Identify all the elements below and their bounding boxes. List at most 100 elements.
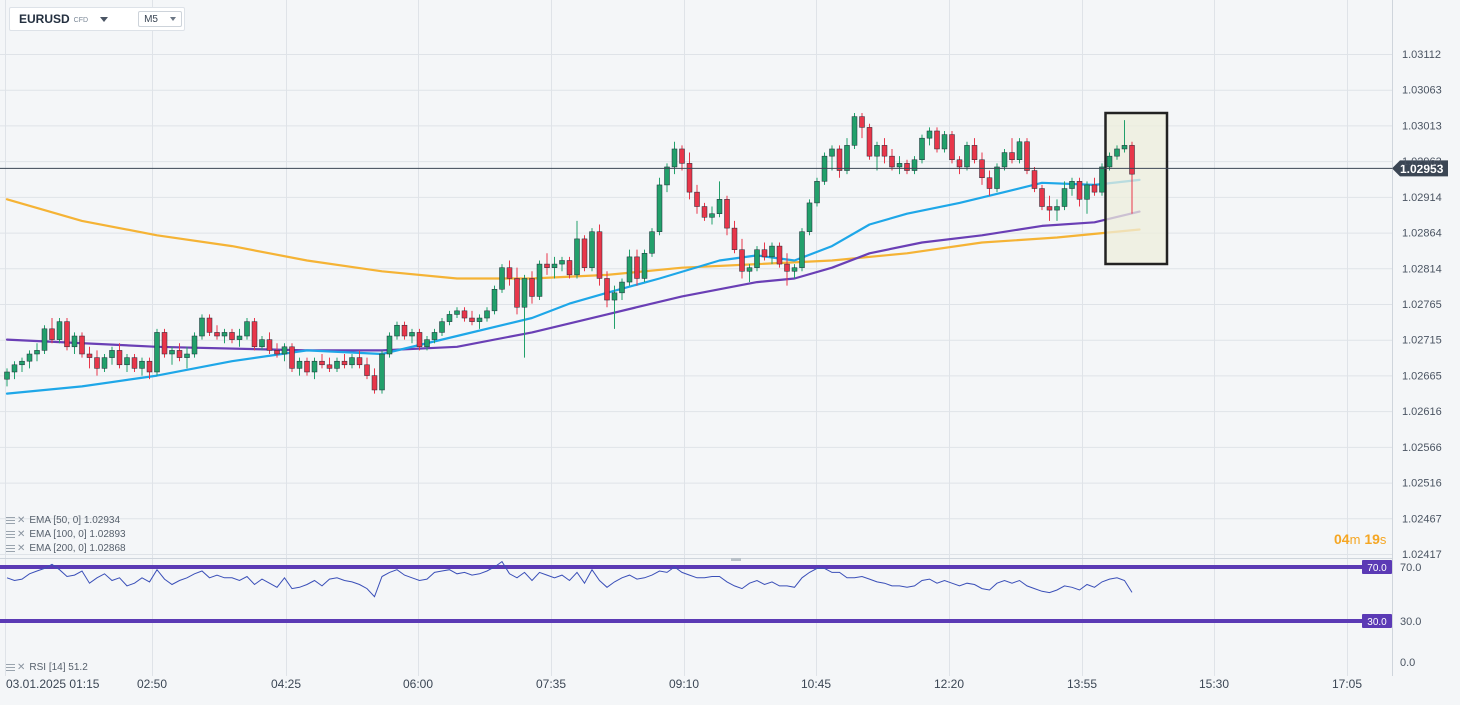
- price-tick-label: 1.02914: [1402, 192, 1442, 204]
- candle-body: [994, 166, 1000, 189]
- price-tick-label: 1.02814: [1402, 263, 1442, 275]
- candle: [889, 148, 895, 171]
- timeframe-chevron-icon: [170, 17, 177, 21]
- close-icon[interactable]: ✕: [17, 515, 26, 526]
- candle: [386, 332, 393, 358]
- candle-body: [551, 263, 558, 268]
- candle: [296, 357, 303, 376]
- candle-body: [296, 360, 303, 369]
- candle: [641, 249, 648, 283]
- candle-body: [1061, 188, 1068, 207]
- candle-body: [686, 163, 693, 193]
- candle: [461, 307, 468, 322]
- candle-body: [319, 360, 325, 366]
- candle: [574, 220, 580, 279]
- close-icon[interactable]: ✕: [17, 529, 26, 540]
- panel-resize-handle[interactable]: [731, 558, 741, 561]
- candle: [536, 260, 543, 301]
- legend-rsi[interactable]: ✕ RSI [14] 51.2: [6, 661, 88, 674]
- candle-body: [941, 134, 948, 150]
- timer-seconds-unit: s: [1379, 532, 1387, 547]
- candle-body: [746, 267, 753, 272]
- legend-ema-100[interactable]: ✕ EMA [100, 0] 1.02893: [6, 528, 126, 541]
- candle: [679, 145, 685, 171]
- candle: [491, 285, 498, 315]
- candle: [454, 307, 460, 319]
- time-axis[interactable]: 03.01.2025 01:15 02:50 04:25 06:00 07:35 09:1…: [6, 677, 1362, 691]
- candle: [64, 318, 70, 351]
- symbol-dropdown-chevron-icon[interactable]: [100, 16, 109, 22]
- price-tick-label: 1.02963: [1402, 156, 1442, 168]
- candle-body: [214, 332, 220, 337]
- candle-body: [491, 289, 498, 312]
- candle: [896, 156, 903, 175]
- candle-body: [266, 339, 273, 351]
- candle-body: [1016, 141, 1023, 161]
- price-tick-label: 1.02467: [1402, 513, 1442, 525]
- close-icon[interactable]: ✕: [17, 662, 26, 673]
- candle: [79, 332, 85, 358]
- menu-icon[interactable]: [6, 663, 15, 672]
- menu-icon[interactable]: [6, 544, 15, 553]
- candle: [701, 202, 708, 221]
- candle-body: [41, 328, 48, 351]
- candle: [304, 357, 310, 376]
- price-axis[interactable]: 1.03112 1.03063 1.03013 1.02963 1.02914 1.028…: [1402, 49, 1442, 561]
- candle-body: [1001, 152, 1008, 168]
- candle: [26, 350, 33, 369]
- candle: [686, 152, 693, 200]
- candle-body: [304, 360, 310, 373]
- price-tick-label: 1.03013: [1402, 120, 1442, 132]
- candle-body: [874, 145, 880, 157]
- candle: [424, 336, 430, 351]
- candle: [281, 343, 288, 362]
- candle: [1054, 199, 1060, 221]
- candle-body: [499, 267, 505, 290]
- candle: [656, 177, 663, 236]
- candle-body: [349, 357, 355, 366]
- ema-50-line: [5, 178, 1141, 395]
- candle: [1031, 166, 1038, 193]
- candle-body: [4, 371, 10, 380]
- price-tick-label: 1.03063: [1402, 85, 1442, 97]
- candle: [116, 343, 123, 369]
- candle-body: [161, 332, 168, 355]
- candle: [341, 354, 348, 369]
- time-tick-label: 17:05: [1332, 677, 1362, 691]
- candle: [124, 354, 130, 372]
- candle-body: [791, 267, 798, 272]
- candle-body: [844, 145, 850, 171]
- highlight-rectangle[interactable]: [1104, 111, 1169, 266]
- timeframe-select[interactable]: M5: [138, 11, 183, 27]
- candle-body: [244, 321, 250, 337]
- candle-body: [11, 364, 18, 373]
- candle: [754, 246, 760, 272]
- close-icon[interactable]: ✕: [17, 543, 26, 554]
- candle-body: [851, 116, 858, 146]
- candle: [724, 195, 730, 236]
- price-tick-label: 1.02665: [1402, 370, 1442, 382]
- candle: [371, 368, 378, 394]
- candle: [199, 314, 205, 340]
- candle-body: [536, 263, 543, 297]
- candle: [814, 177, 820, 207]
- rsi-overbought-tag-label: 70.0: [1367, 563, 1387, 574]
- legend-ema-50[interactable]: ✕ EMA [50, 0] 1.02934: [6, 514, 120, 527]
- highlight-box: [1104, 111, 1169, 266]
- candle-body: [154, 332, 160, 373]
- candle-body: [169, 350, 175, 355]
- legend-ema-200[interactable]: ✕ EMA [200, 0] 1.02868: [6, 542, 126, 555]
- candle: [559, 256, 565, 272]
- candle-body: [236, 335, 243, 340]
- candle: [319, 354, 325, 369]
- candle: [1046, 195, 1053, 221]
- candle: [836, 145, 843, 178]
- candle-body: [116, 350, 123, 366]
- candle-body: [251, 321, 258, 348]
- menu-icon[interactable]: [6, 530, 15, 539]
- candle-body: [784, 263, 790, 272]
- menu-icon[interactable]: [6, 516, 15, 525]
- symbol-label[interactable]: EURUSD: [19, 12, 70, 26]
